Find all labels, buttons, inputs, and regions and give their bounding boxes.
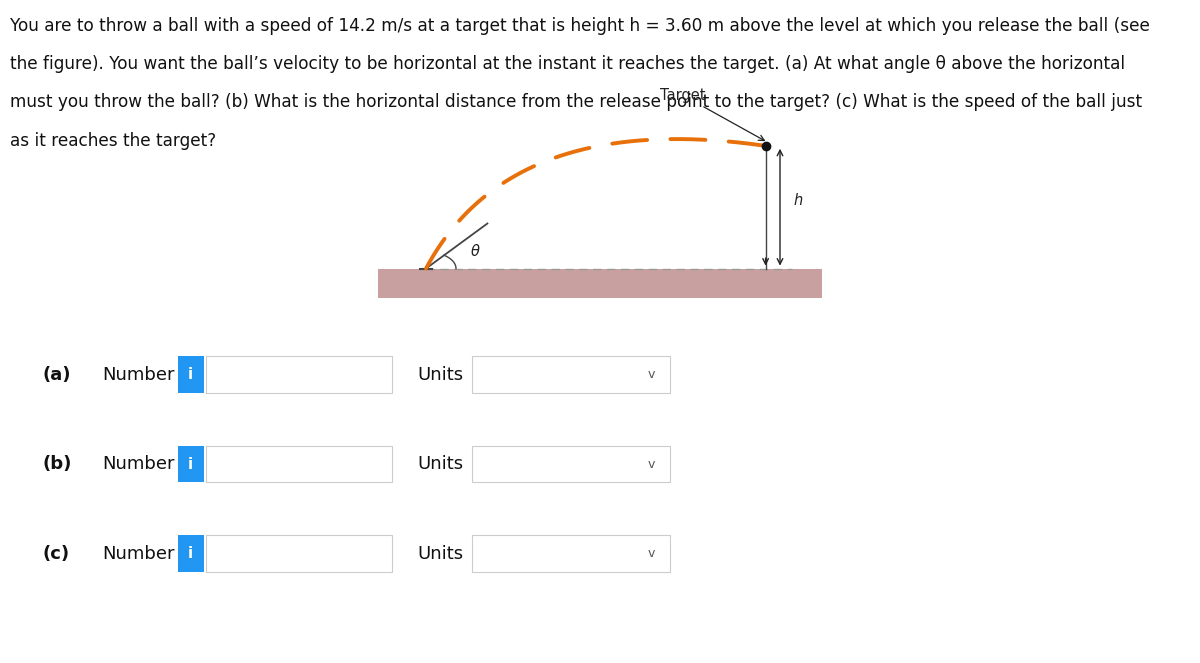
- Text: (b): (b): [42, 455, 71, 473]
- Text: (a): (a): [42, 365, 71, 384]
- FancyBboxPatch shape: [178, 536, 204, 572]
- FancyBboxPatch shape: [472, 357, 670, 392]
- FancyBboxPatch shape: [206, 357, 392, 392]
- Text: Units: Units: [418, 544, 463, 563]
- FancyBboxPatch shape: [472, 536, 670, 572]
- Text: v: v: [648, 457, 655, 471]
- Text: Target: Target: [660, 88, 764, 141]
- Text: (c): (c): [42, 544, 70, 563]
- Text: the figure). You want the ball’s velocity to be horizontal at the instant it rea: the figure). You want the ball’s velocit…: [10, 55, 1124, 73]
- Text: Units: Units: [418, 365, 463, 384]
- Text: You are to throw a ball with a speed of 14.2 m/s at a target that is height h = : You are to throw a ball with a speed of …: [10, 17, 1150, 34]
- Text: Number: Number: [102, 544, 174, 563]
- Text: as it reaches the target?: as it reaches the target?: [10, 132, 216, 150]
- Text: v: v: [648, 368, 655, 381]
- Text: i: i: [188, 546, 193, 561]
- Text: θ: θ: [470, 243, 480, 259]
- Text: i: i: [188, 367, 193, 382]
- Text: must you throw the ball? (b) What is the horizontal distance from the release po: must you throw the ball? (b) What is the…: [10, 93, 1141, 111]
- Text: Number: Number: [102, 365, 174, 384]
- FancyBboxPatch shape: [178, 357, 204, 392]
- Text: h: h: [793, 193, 803, 208]
- FancyBboxPatch shape: [206, 446, 392, 483]
- Text: Number: Number: [102, 455, 174, 473]
- FancyBboxPatch shape: [472, 446, 670, 483]
- FancyBboxPatch shape: [206, 536, 392, 572]
- Text: Units: Units: [418, 455, 463, 473]
- Text: i: i: [188, 457, 193, 471]
- FancyBboxPatch shape: [178, 446, 204, 483]
- Bar: [378, 269, 822, 298]
- Text: v: v: [648, 547, 655, 560]
